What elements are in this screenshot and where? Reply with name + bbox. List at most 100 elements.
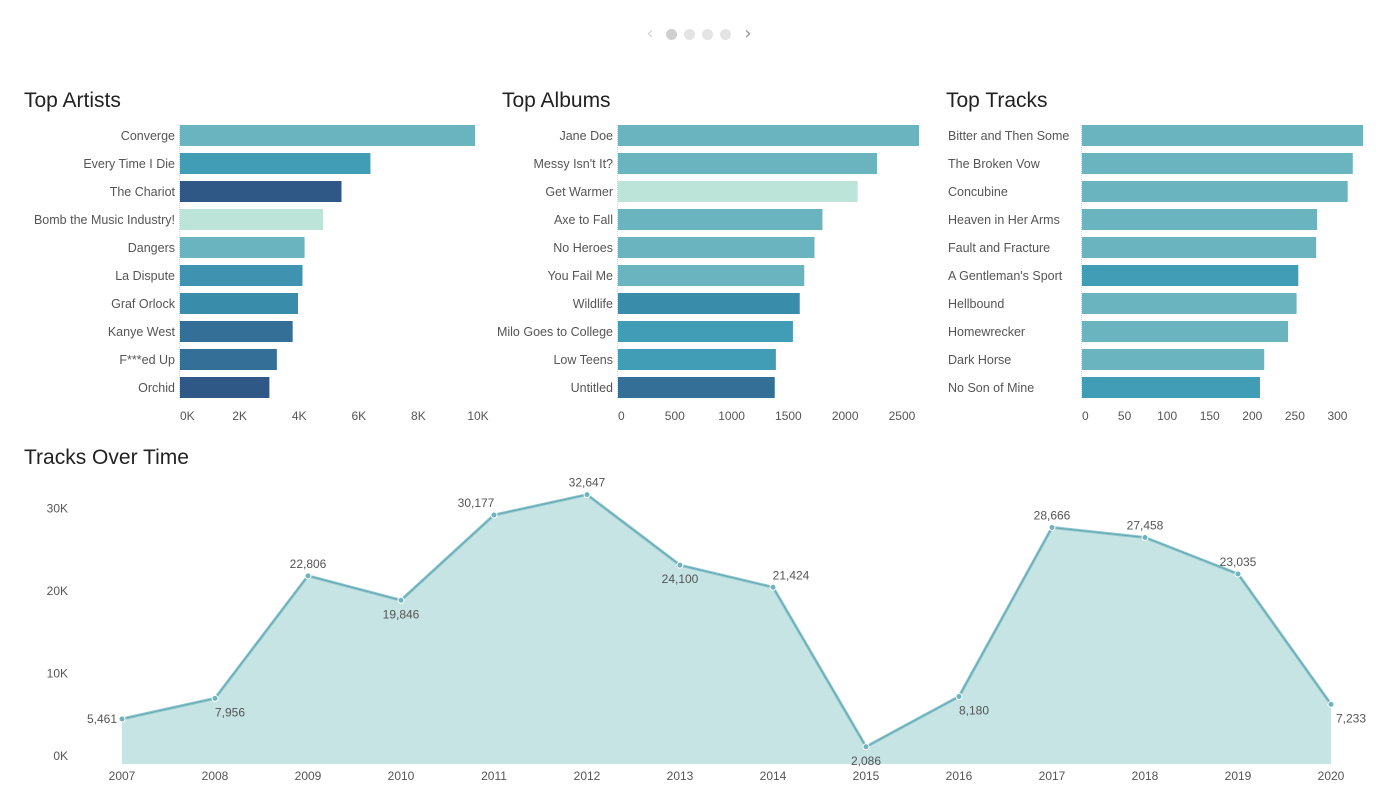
chevron-left-icon[interactable]: ‹	[646, 23, 654, 44]
artists-bar-every-time-i-die[interactable]	[180, 153, 371, 174]
top-artists-chart: Converge Every Time I Die The Chariot Bomb …	[34, 125, 489, 423]
albums-bar-jane-doe[interactable]	[618, 125, 919, 146]
top-artists-title: Top Artists	[24, 89, 121, 112]
time-point-2019[interactable]	[1234, 570, 1242, 578]
artists-xtick: 4K	[292, 409, 307, 423]
tracks-over-time-title: Tracks Over Time	[24, 446, 189, 469]
artists-label-la-dispute: La Dispute	[115, 269, 175, 283]
time-xtick-2011: 2011	[481, 769, 507, 783]
artists-bar-the-chariot[interactable]	[180, 181, 342, 202]
albums-bar-you-fail-me[interactable]	[618, 265, 805, 286]
time-xtick-2008: 2008	[202, 769, 229, 783]
artists-bar-converge[interactable]	[180, 125, 476, 146]
artists-bar-f-ed-up[interactable]	[180, 349, 277, 370]
artists-label-graf-orlock: Graf Orlock	[111, 297, 176, 311]
artists-bar-graf-orlock[interactable]	[180, 293, 299, 314]
albums-label-untitled: Untitled	[571, 381, 613, 395]
tracks-bar-a-gentleman-s-sport[interactable]	[1082, 265, 1299, 286]
albums-label-you-fail-me: You Fail Me	[547, 269, 613, 283]
albums-xtick: 500	[665, 409, 685, 423]
time-value-label-2008: 7,956	[215, 705, 245, 719]
time-xtick-2017: 2017	[1039, 769, 1066, 783]
time-point-2014[interactable]	[769, 583, 777, 591]
time-value-label-2007: 5,461	[87, 712, 117, 726]
top-tracks-title: Top Tracks	[946, 89, 1048, 112]
tracks-label-concubine: Concubine	[948, 185, 1008, 199]
albums-label-wildlife: Wildlife	[573, 297, 613, 311]
albums-bar-milo-goes-to-college[interactable]	[618, 321, 793, 342]
time-ytick: 10K	[47, 667, 68, 681]
albums-xtick: 2000	[832, 409, 859, 423]
tracks-label-dark-horse: Dark Horse	[948, 353, 1011, 367]
time-xtick-2019: 2019	[1225, 769, 1252, 783]
time-ytick: 20K	[47, 584, 68, 598]
time-point-2020[interactable]	[1327, 700, 1335, 708]
albums-label-axe-to-fall: Axe to Fall	[554, 213, 613, 227]
time-point-2012[interactable]	[583, 491, 591, 499]
page-dot-1[interactable]	[666, 29, 677, 40]
time-value-label-2010: 19,846	[383, 607, 420, 621]
tracks-bar-no-son-of-mine[interactable]	[1082, 377, 1260, 398]
artists-bar-bomb-the-music-industry[interactable]	[180, 209, 324, 230]
tracks-bar-the-broken-vow[interactable]	[1082, 153, 1353, 174]
time-point-2017[interactable]	[1048, 524, 1056, 532]
time-xtick-2012: 2012	[574, 769, 601, 783]
albums-bar-messy-isn-t-it[interactable]	[618, 153, 877, 174]
albums-xtick: 1000	[718, 409, 745, 423]
time-value-label-2018: 27,458	[1127, 518, 1164, 532]
time-xtick-2009: 2009	[295, 769, 322, 783]
tracks-bar-concubine[interactable]	[1082, 181, 1348, 202]
time-point-2018[interactable]	[1141, 533, 1149, 541]
tracks-bar-heaven-in-her-arms[interactable]	[1082, 209, 1318, 230]
time-point-2008[interactable]	[211, 694, 219, 702]
tracks-bar-dark-horse[interactable]	[1082, 349, 1265, 370]
artists-bar-kanye-west[interactable]	[180, 321, 293, 342]
albums-bar-wildlife[interactable]	[618, 293, 800, 314]
albums-bar-axe-to-fall[interactable]	[618, 209, 823, 230]
time-point-2010[interactable]	[397, 596, 405, 604]
time-point-2011[interactable]	[490, 511, 498, 519]
page-dot-3[interactable]	[702, 29, 713, 40]
time-xtick-2020: 2020	[1318, 769, 1345, 783]
albums-bar-get-warmer[interactable]	[618, 181, 858, 202]
tracks-bar-fault-and-fracture[interactable]	[1082, 237, 1317, 258]
artists-label-bomb-the-music-industry: Bomb the Music Industry!	[34, 213, 175, 227]
albums-bar-untitled[interactable]	[618, 377, 775, 398]
time-value-label-2015: 2,086	[851, 754, 881, 768]
time-point-2015[interactable]	[862, 743, 870, 751]
time-value-label-2014: 21,424	[773, 568, 810, 582]
tracks-xtick: 50	[1118, 409, 1132, 423]
artists-xtick: 0K	[180, 409, 195, 423]
albums-label-milo-goes-to-college: Milo Goes to College	[497, 325, 613, 339]
time-point-2009[interactable]	[304, 572, 312, 580]
time-value-label-2009: 22,806	[290, 557, 327, 571]
time-point-2013[interactable]	[676, 561, 684, 569]
tracks-xtick: 250	[1285, 409, 1305, 423]
page-dot-4[interactable]	[720, 29, 731, 40]
top-albums-chart: Jane Doe Messy Isn't It? Get Warmer Axe to …	[497, 125, 919, 423]
time-value-label-2020: 7,233	[1336, 711, 1366, 725]
time-ytick: 30K	[47, 502, 68, 516]
time-point-2016[interactable]	[955, 693, 963, 701]
artists-bar-la-dispute[interactable]	[180, 265, 303, 286]
top-tracks-chart: Bitter and Then Some The Broken Vow Concub…	[948, 125, 1363, 423]
artists-bar-dangers[interactable]	[180, 237, 305, 258]
tracks-bar-bitter-and-then-some[interactable]	[1082, 125, 1363, 146]
page-dot-2[interactable]	[684, 29, 695, 40]
carousel-pager: ‹ ›	[640, 22, 760, 46]
tracks-xtick: 300	[1327, 409, 1347, 423]
time-ytick: 0K	[53, 749, 68, 763]
albums-bar-low-teens[interactable]	[618, 349, 776, 370]
albums-bar-no-heroes[interactable]	[618, 237, 815, 258]
artists-xtick: 2K	[232, 409, 247, 423]
tracks-bar-homewrecker[interactable]	[1082, 321, 1289, 342]
tracks-over-time-chart: 0K 10K 20K 30K 5,461 2007 7,956 2008 22,806 2009 1…	[47, 476, 1367, 783]
tracks-label-bitter-and-then-some: Bitter and Then Some	[948, 129, 1069, 143]
artists-bar-orchid[interactable]	[180, 377, 270, 398]
time-point-2007[interactable]	[118, 715, 126, 723]
albums-xtick: 1500	[775, 409, 802, 423]
chevron-right-icon[interactable]: ›	[744, 23, 752, 44]
albums-label-no-heroes: No Heroes	[553, 241, 613, 255]
time-value-label-2019: 23,035	[1220, 555, 1257, 569]
tracks-bar-hellbound[interactable]	[1082, 293, 1297, 314]
